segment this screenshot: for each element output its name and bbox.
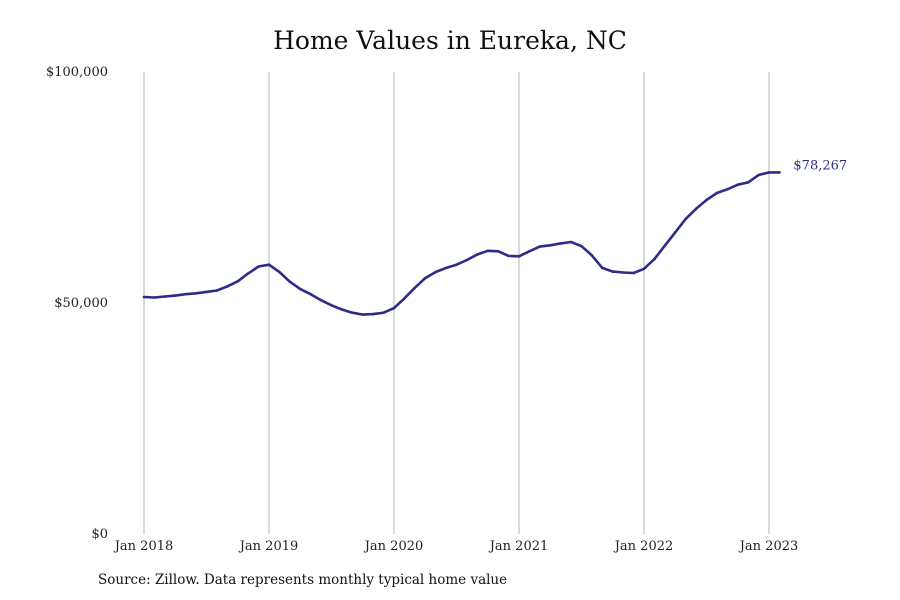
x-tick-label: Jan 2022 xyxy=(613,539,674,554)
data-point xyxy=(246,272,250,275)
data-point xyxy=(632,271,635,275)
data-point xyxy=(330,304,333,307)
data-point xyxy=(455,263,458,266)
y-tick-label: $0 xyxy=(91,527,108,542)
data-point xyxy=(746,181,750,184)
x-tick-label: Jan 2018 xyxy=(113,539,174,554)
data-point xyxy=(580,244,583,248)
end-value-label: $78,267 xyxy=(793,158,847,173)
data-point xyxy=(507,254,510,258)
data-point xyxy=(163,295,167,298)
data-point xyxy=(517,255,521,258)
data-point xyxy=(601,266,604,270)
y-tick-label: $100,000 xyxy=(46,65,108,80)
data-point xyxy=(465,258,469,262)
data-point xyxy=(153,296,156,299)
y-axis-ticks: $0 $50,000 $100,000 xyxy=(46,65,108,542)
data-point xyxy=(288,280,292,284)
data-point xyxy=(736,183,740,187)
data-point xyxy=(496,249,500,253)
data-point xyxy=(340,308,344,311)
y-tick-label: $50,000 xyxy=(54,296,108,311)
data-point xyxy=(215,289,219,292)
data-point xyxy=(236,279,240,283)
x-tick-label: Jan 2020 xyxy=(363,539,424,554)
data-point xyxy=(413,286,417,290)
data-point xyxy=(538,245,542,248)
data-point xyxy=(267,263,271,266)
data-point xyxy=(382,311,385,315)
series-line xyxy=(142,171,781,316)
data-point xyxy=(351,311,354,315)
data-point xyxy=(423,276,427,280)
data-point xyxy=(778,171,781,174)
data-point xyxy=(142,295,146,299)
x-tick-label: Jan 2023 xyxy=(738,539,799,554)
series-layer: $78,267 xyxy=(142,158,847,316)
x-tick-label: Jan 2021 xyxy=(488,539,549,554)
data-point xyxy=(184,292,187,296)
data-point xyxy=(559,242,562,245)
data-point xyxy=(694,207,698,211)
data-point xyxy=(371,312,375,316)
data-point xyxy=(205,290,208,294)
data-point xyxy=(319,298,323,302)
data-point xyxy=(653,257,656,261)
source-note: Source: Zillow. Data represents monthly … xyxy=(98,572,508,588)
data-point xyxy=(434,270,437,274)
data-point xyxy=(673,231,677,234)
data-point xyxy=(611,270,615,273)
data-point xyxy=(226,285,229,288)
data-point xyxy=(548,243,552,247)
data-point xyxy=(444,266,448,270)
x-tick-label: Jan 2019 xyxy=(238,539,299,554)
data-point xyxy=(257,265,260,268)
data-point xyxy=(476,253,479,256)
grid-lines xyxy=(143,72,770,534)
data-point xyxy=(642,267,646,271)
data-point xyxy=(726,188,729,191)
data-point xyxy=(767,171,771,174)
data-point xyxy=(528,249,531,253)
data-point xyxy=(663,244,667,248)
data-point xyxy=(715,191,719,195)
data-point xyxy=(278,270,281,274)
data-point xyxy=(361,313,365,316)
data-point xyxy=(757,173,760,177)
data-point xyxy=(684,217,687,221)
data-point xyxy=(569,240,573,244)
data-point xyxy=(392,306,396,310)
x-axis-ticks: Jan 2018 Jan 2019 Jan 2020 Jan 2021 Jan 2022… xyxy=(113,539,799,554)
data-point xyxy=(705,198,708,202)
data-point xyxy=(403,297,406,300)
data-point xyxy=(194,291,198,295)
data-point xyxy=(309,292,312,296)
data-point xyxy=(590,254,594,257)
data-point xyxy=(298,287,302,291)
data-point xyxy=(621,271,625,274)
chart-title: Home Values in Eureka, NC xyxy=(273,26,627,55)
data-point xyxy=(486,249,490,253)
data-point xyxy=(173,294,177,297)
